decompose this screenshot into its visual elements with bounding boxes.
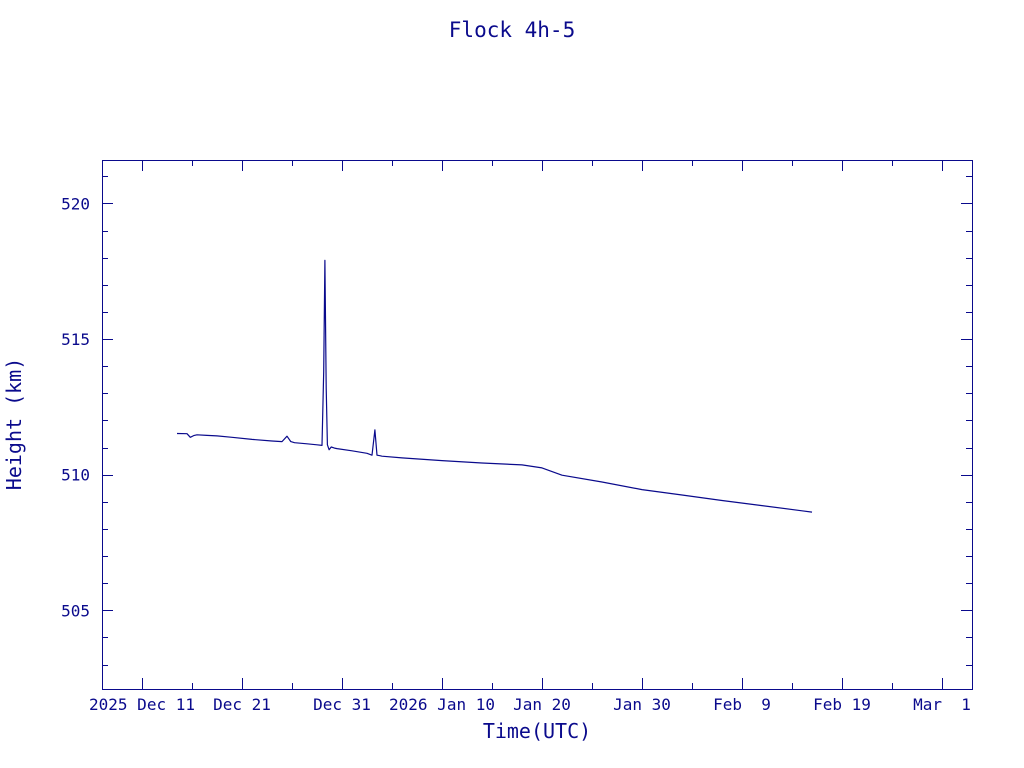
y-tick-label: 505 [61,601,90,620]
height-series-line [176,259,813,513]
y-tick-label: 510 [61,466,90,485]
x-axis-title: Time(UTC) [483,719,591,743]
x-tick-label: Dec 31 [313,695,371,714]
x-tick-label: 2026 Jan 10 [389,695,495,714]
x-tick-label: Mar 1 [913,695,971,714]
x-tick-label: Jan 20 [513,695,571,714]
y-axis-tick-labels: 505 510 515 520 [61,194,90,620]
x-tick-label: 2025 Dec 11 [89,695,195,714]
chart-title: Flock 4h-5 [449,18,575,42]
x-tick-label: Feb 9 [713,695,771,714]
x-tick-label: Feb 19 [813,695,871,714]
y-tick-label: 515 [61,330,90,349]
plot-frame [102,160,973,690]
x-tick-label: Jan 30 [613,695,671,714]
axis-ticks [102,160,972,689]
y-axis-title: Height (km) [2,358,26,490]
x-tick-label: Dec 21 [213,695,271,714]
y-tick-label: 520 [61,194,90,213]
x-axis-tick-labels: 2025 Dec 11 Dec 21 Dec 31 2026 Jan 10 Jan 20… [89,695,971,714]
